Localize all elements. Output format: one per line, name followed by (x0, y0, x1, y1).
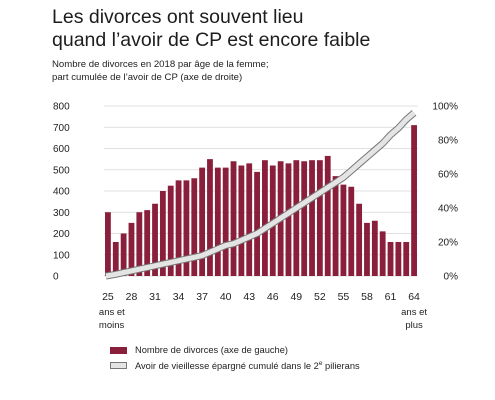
bar (332, 176, 339, 276)
bar (214, 167, 221, 276)
x-tick-label: 61 (385, 291, 397, 303)
legend-label-avoir-part2: pilierans (322, 361, 360, 372)
x-tick-label: 28 (126, 291, 138, 303)
bar (340, 184, 347, 276)
bar (175, 180, 182, 276)
y-tick-left: 800 (53, 102, 70, 113)
legend-item-avoir: Avoir de vieillesse épargné cumulé dans … (110, 360, 360, 371)
line-series (105, 110, 416, 279)
x-tick-label: 25 (102, 291, 114, 303)
x-tick-sublabel: ans et (99, 307, 125, 318)
legend-label-avoir-sup: e (318, 360, 323, 367)
title-line-2: quand l’avoir de CP est encore faible (52, 29, 371, 51)
x-tick-label: 55 (338, 291, 350, 303)
y-tick-right: 80% (438, 136, 458, 147)
bar (222, 167, 229, 276)
x-tick-label: 52 (314, 291, 326, 303)
x-tick-sublabel: plus (405, 320, 423, 331)
x-tick-label: 43 (243, 291, 255, 303)
y-tick-left: 700 (53, 123, 70, 134)
bar (207, 159, 213, 276)
bar (254, 171, 260, 276)
bar (183, 180, 190, 276)
bar (403, 242, 410, 276)
bar (395, 242, 402, 276)
bar (309, 160, 315, 276)
bar (324, 155, 331, 276)
y-tick-right: 60% (438, 170, 458, 181)
bar (348, 186, 355, 276)
legend-label-divorces: Nombre de divorces (axe de gauche) (135, 345, 288, 355)
bar (356, 203, 363, 276)
bar (144, 210, 151, 276)
y-tick-left: 200 (53, 229, 70, 240)
bar (167, 185, 174, 276)
bar (120, 233, 127, 276)
bar (191, 178, 198, 276)
x-tick-label: 40 (220, 291, 232, 303)
title-line-1: Les divorces ont souvent lieu (52, 6, 304, 28)
bar (379, 231, 386, 276)
subtitle-line-1: Nombre de divorces en 2018 par âge de la… (52, 59, 269, 70)
bar (293, 160, 300, 276)
y-tick-left: 300 (53, 208, 70, 219)
bar (411, 125, 417, 276)
x-tick-label: 58 (361, 291, 373, 303)
bar (136, 212, 143, 276)
bar (230, 161, 237, 276)
x-tick-label: 64 (408, 291, 420, 303)
legend-swatch-bar (110, 346, 127, 354)
y-tick-left: 600 (53, 144, 70, 155)
bar (301, 161, 308, 276)
chart-subtitle: Nombre de divorces en 2018 par âge de la… (52, 58, 269, 84)
x-tick-sublabel: moins (99, 320, 125, 331)
y-tick-right: 0% (444, 272, 459, 283)
bar (262, 160, 268, 276)
y-tick-left: 0 (53, 272, 59, 283)
x-tick-label: 37 (196, 291, 208, 303)
bar (152, 203, 158, 276)
bar (371, 220, 378, 276)
bar (387, 242, 394, 276)
legend-label-avoir: Avoir de vieillesse épargné cumulé dans … (135, 360, 360, 371)
chart-title: Les divorces ont souvent lieu quand l’av… (52, 6, 370, 52)
y-tick-left: 400 (53, 187, 70, 198)
bar (364, 222, 370, 276)
bar (238, 165, 245, 276)
legend-label-avoir-part1: Avoir de vieillesse épargné cumulé dans … (135, 361, 319, 372)
bar (128, 222, 135, 276)
y-tick-left: 500 (53, 165, 70, 176)
x-tick-label: 31 (149, 291, 161, 303)
bar (285, 163, 292, 276)
subtitle-line-2: part cumulée de l’avoir de CP (axe de dr… (52, 72, 243, 83)
bar (246, 163, 253, 276)
x-tick-label: 46 (267, 291, 279, 303)
x-tick-sublabel: ans et (401, 307, 427, 318)
y-tick-right: 100% (432, 102, 458, 113)
bar (316, 160, 323, 276)
bar (105, 212, 111, 276)
legend-swatch-line (110, 362, 127, 370)
y-tick-left: 100 (53, 250, 70, 261)
legend-item-divorces: Nombre de divorces (axe de gauche) (110, 345, 288, 355)
x-tick-label: 34 (173, 291, 185, 303)
x-tick-label: 49 (290, 291, 302, 303)
y-tick-right: 20% (438, 238, 458, 249)
bar (199, 167, 206, 276)
bar (112, 242, 119, 276)
bar (159, 191, 166, 276)
y-tick-right: 40% (438, 204, 458, 215)
